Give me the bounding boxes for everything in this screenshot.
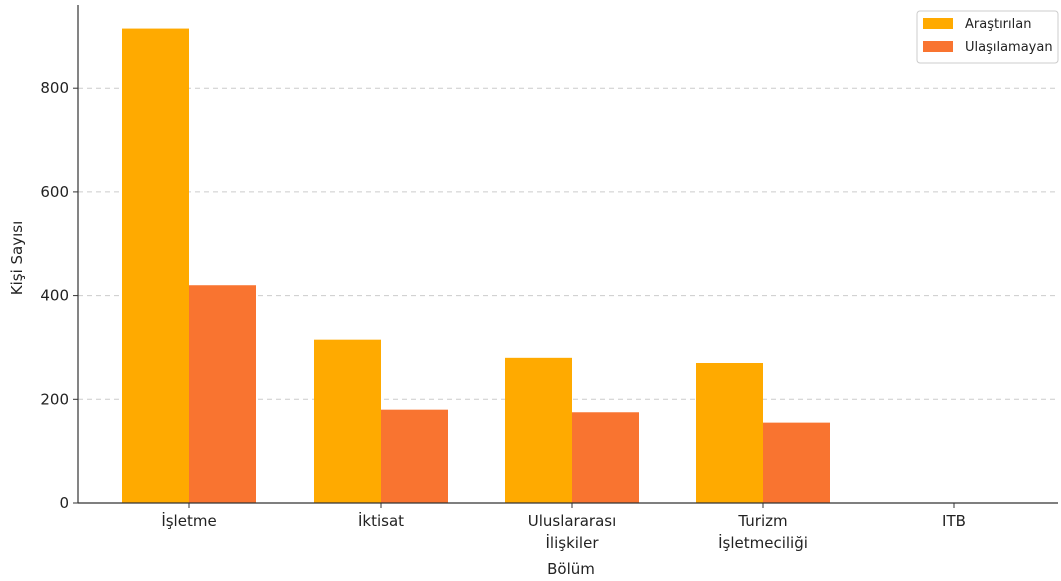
bar-ulasilamayan <box>572 412 639 503</box>
x-tick-label: Uluslararası İlişkiler <box>528 512 617 552</box>
y-ticks: 0 200 400 600 800 <box>40 79 78 512</box>
x-tick-label: İktisat <box>358 511 404 530</box>
bar-arastirilan <box>314 339 381 503</box>
legend: Araştırılan Ulaşılamayan <box>916 10 1059 64</box>
legend-swatch-arastirilan <box>923 18 953 29</box>
x-tick-label: İşletme <box>161 511 216 530</box>
legend-swatch-ulasilamayan <box>923 41 953 52</box>
y-tick-label: 800 <box>40 79 69 97</box>
x-ticks: İşletme İktisat Uluslararası İlişkiler Turiz… <box>161 503 966 552</box>
bar-arastirilan <box>696 363 763 503</box>
y-tick-label: 0 <box>59 494 69 512</box>
x-axis-label: Bölüm <box>547 560 595 578</box>
legend-label-arastirilan: Araştırılan <box>965 17 1031 32</box>
bar-arastirilan <box>505 357 572 503</box>
bar-arastirilan <box>122 28 189 503</box>
y-tick-label: 600 <box>40 183 69 201</box>
x-tick-label: ITB <box>942 512 966 530</box>
y-axis-label: Kişi Sayısı <box>8 221 26 296</box>
bars <box>122 28 830 503</box>
y-tick-label: 200 <box>40 390 69 408</box>
bar-ulasilamayan <box>763 422 830 503</box>
legend-label-ulasilamayan: Ulaşılamayan <box>965 40 1053 55</box>
y-tick-label: 400 <box>40 287 69 305</box>
bar-ulasilamayan <box>189 285 256 503</box>
bar-ulasilamayan <box>381 409 448 503</box>
x-tick-label: Turizm İşletmeciliği <box>718 512 808 552</box>
